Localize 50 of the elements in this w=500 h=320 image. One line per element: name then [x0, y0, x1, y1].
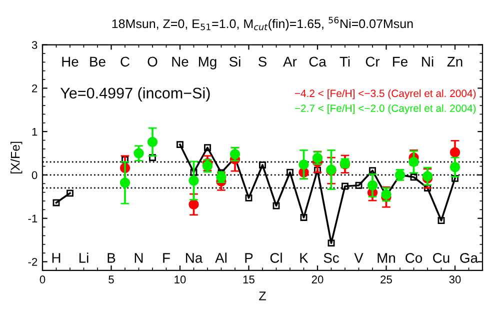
annotation: V: [354, 253, 364, 263]
annotation: H: [52, 253, 60, 263]
y-tick-label: 2: [32, 84, 38, 92]
annotation: Mn: [378, 253, 395, 263]
annotation: Si: [229, 56, 240, 67]
x-tick-label: 20: [312, 276, 324, 284]
annotation: K: [300, 253, 308, 263]
annotation: Ga: [460, 253, 478, 263]
x-axis-title: Z: [259, 292, 266, 300]
y-tick-label: 1: [32, 128, 38, 136]
annotation: Ni: [422, 56, 434, 66]
y-tick-label: 3: [32, 41, 38, 49]
x-tick-label: 10: [174, 276, 186, 284]
annotation: S: [258, 56, 266, 67]
y-tick-label: 0: [32, 171, 38, 180]
text: −4.2 < [Fe/H] <−3.5 (Cayrel et al. 2004): [294, 89, 476, 100]
text: −2.7 < [Fe/H] <−2.0 (Cayrel et al. 2004): [294, 104, 476, 114]
annotation: Zn: [447, 56, 462, 66]
y-tick-label: -1: [28, 214, 38, 222]
x-tick-label: 0: [40, 276, 46, 284]
annotation: F: [163, 253, 170, 263]
annotation: P: [245, 253, 253, 263]
annotation: Be: [90, 56, 106, 67]
annotation: N: [134, 253, 143, 263]
annotation: Co: [406, 253, 422, 263]
annotation: O: [148, 56, 158, 67]
x-tick-label: 25: [380, 276, 392, 284]
annotation: Ne: [172, 56, 188, 67]
annotation: Sc: [324, 253, 339, 263]
annotation: Na: [186, 253, 203, 263]
annotation: Fe: [393, 56, 408, 67]
annotation: Li: [79, 252, 88, 263]
x-tick-label: 5: [108, 276, 114, 284]
annotation: He: [62, 56, 78, 67]
annotation: Cl: [270, 252, 282, 263]
annotation: B: [108, 253, 116, 263]
annotation: Ca: [309, 56, 326, 67]
annotation: Ye=0.4997 (incom−Si): [60, 87, 210, 102]
annotation: Al: [215, 252, 226, 263]
y-axis-title: [X/Fe]: [10, 142, 22, 174]
annotation: Ar: [283, 56, 297, 66]
annotation: C: [120, 56, 130, 67]
chart-title: 18Msun, Z=0, E$_{51}$=1.0, M$_{cut}$(fin)=1.65, $^{56}$Ni=0.07Msun: [112, 16, 413, 31]
annotation: Cr: [366, 56, 380, 67]
annotation: Mg: [198, 56, 216, 70]
annotation: Cu: [433, 253, 450, 263]
annotation: Ti: [340, 56, 350, 66]
x-tick-label: 15: [243, 276, 254, 284]
x-tick-label: 30: [449, 276, 461, 284]
y-tick-label: -2: [28, 258, 38, 266]
